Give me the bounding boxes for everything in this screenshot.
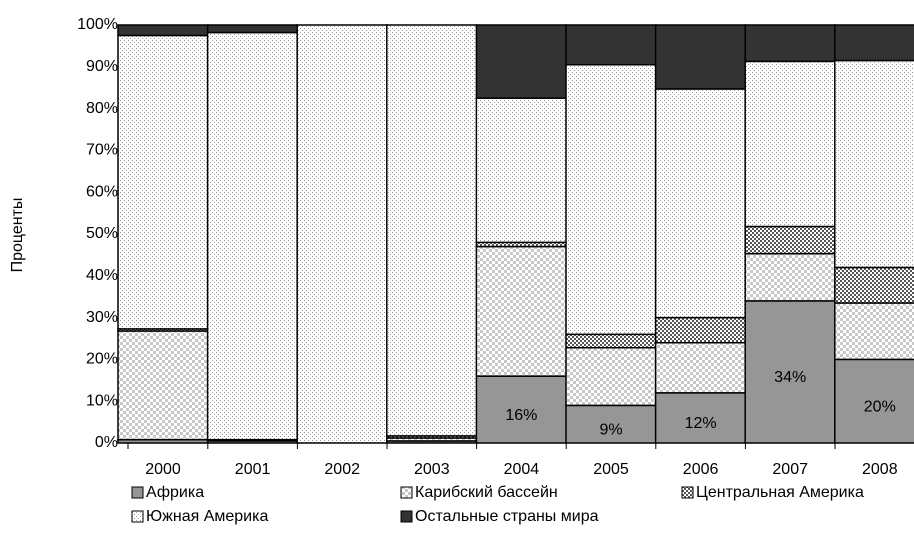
data-label: 12% (685, 415, 717, 432)
x-tick-label: 2008 (862, 461, 898, 478)
bar-segment (475, 24, 568, 99)
bar-segment (475, 97, 568, 244)
bar-segment (565, 404, 657, 444)
legend-swatch (400, 510, 413, 523)
x-tick-label: 2005 (593, 461, 629, 478)
x-tick-label: 2000 (145, 461, 181, 478)
bar-segment (475, 375, 568, 444)
y-tick-label: 40% (86, 267, 118, 284)
y-tick-label: 90% (86, 58, 118, 75)
y-tick-label: 20% (86, 351, 118, 368)
bar-segment (744, 60, 836, 228)
bar-segment (834, 59, 914, 269)
x-tick-label: 2002 (324, 461, 360, 478)
bar-segment (386, 24, 478, 437)
bar-segment (206, 31, 299, 441)
x-tick-label: 2001 (235, 461, 271, 478)
bar-segment (654, 24, 747, 90)
bar-segment (565, 24, 657, 66)
y-tick-label: 100% (77, 16, 118, 33)
legend-swatch (131, 486, 144, 499)
bar-segment (654, 316, 747, 344)
legend-swatch (400, 486, 413, 499)
y-tick-label: 80% (86, 100, 118, 117)
legend-label: Карибский бассейн (415, 484, 558, 501)
bar-segment (475, 245, 568, 377)
y-tick-label: 50% (86, 225, 118, 242)
y-tick-label: 30% (86, 309, 118, 326)
bar-segment (654, 88, 747, 319)
bar-segment (565, 333, 657, 349)
y-tick-label: 10% (86, 392, 118, 409)
bar-segment (744, 24, 836, 63)
legend-swatch (681, 486, 694, 499)
bar-segment (117, 34, 209, 330)
data-label: 20% (864, 398, 896, 415)
legend-label: Южная Америка (146, 508, 268, 525)
bar-segment (744, 252, 836, 302)
y-tick-label: 0% (95, 434, 118, 451)
x-tick-label: 2004 (504, 461, 540, 478)
data-label: 9% (599, 421, 622, 438)
x-tick-label: 2003 (414, 461, 450, 478)
bar-segment (565, 63, 657, 336)
bar-segment (206, 24, 299, 34)
x-tick-label: 2007 (772, 461, 808, 478)
legend-label: Центральная Америка (696, 484, 864, 501)
bar-segment (117, 24, 209, 37)
bar-segment (654, 341, 747, 394)
bar-segment (565, 346, 657, 407)
y-tick-label: 70% (86, 142, 118, 159)
data-label: 34% (774, 369, 806, 386)
bar-segment (834, 358, 914, 444)
data-label: 16% (505, 407, 537, 424)
y-tick-label: 60% (86, 183, 118, 200)
bar-segment (834, 302, 914, 361)
bar-segment (834, 266, 914, 304)
legend-label: Остальные страны мира (415, 508, 599, 525)
bar-segment (834, 24, 914, 62)
legend-swatch (131, 510, 144, 523)
x-tick-label: 2006 (683, 461, 719, 478)
y-axis-label: Проценты (9, 198, 26, 273)
bar-segment (744, 225, 836, 255)
legend-label: Африка (146, 484, 204, 501)
bar-segment (296, 24, 388, 444)
bar-segment (117, 330, 209, 441)
